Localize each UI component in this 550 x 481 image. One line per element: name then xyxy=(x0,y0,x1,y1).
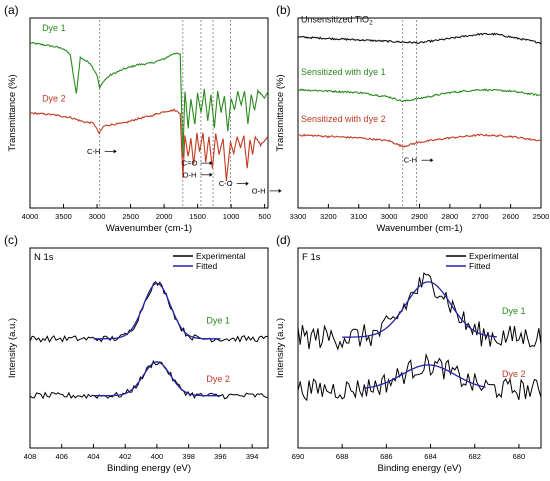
y-axis-label: Transmittance (%) xyxy=(275,74,286,151)
x-tick-label: 688 xyxy=(336,452,349,461)
experimental-line xyxy=(297,352,542,402)
peak-label: Dye 1 xyxy=(502,306,526,316)
x-tick-label: 690 xyxy=(292,452,305,461)
series-line xyxy=(29,41,269,157)
experimental-line xyxy=(297,272,542,351)
series-line xyxy=(297,32,542,45)
legend-label: Fitted xyxy=(196,261,218,271)
annotation-arrowhead xyxy=(209,172,213,177)
y-axis-label: Transmittance (%) xyxy=(7,74,18,151)
panel-label: (d) xyxy=(276,233,291,247)
panel-1: (a) 4000 3500 3000 2500 2000 1500 1000 500 Wavenu… xyxy=(4,3,282,234)
series-label: Sensitized with dye 1 xyxy=(301,67,386,77)
series-label: Sensitized with dye 2 xyxy=(301,114,386,124)
panel-title: F 1s xyxy=(302,252,321,263)
x-tick-label: 2700 xyxy=(472,212,489,221)
x-tick-label: 2600 xyxy=(502,212,519,221)
peak-label: Dye 1 xyxy=(206,315,230,325)
x-axis-label: Wavenumber (cm-1) xyxy=(376,223,462,234)
series-line xyxy=(29,108,269,181)
x-tick-label: 1500 xyxy=(189,212,206,221)
fitted-line xyxy=(93,361,221,397)
x-tick-label: 3000 xyxy=(381,212,398,221)
series-label: Dye 1 xyxy=(42,23,66,33)
x-tick-label: 3300 xyxy=(290,212,307,221)
plot-frame xyxy=(29,247,269,449)
band-annotation: O-H xyxy=(252,186,266,195)
x-tick-label: 2500 xyxy=(122,212,139,221)
x-tick-label: 686 xyxy=(380,452,393,461)
x-tick-label: 2800 xyxy=(442,212,459,221)
experimental-line xyxy=(29,280,269,343)
legend-label: Fitted xyxy=(469,261,491,271)
series-line xyxy=(297,88,542,103)
y-axis-label: Intensity (a.u.) xyxy=(275,318,286,378)
series-line xyxy=(297,133,542,148)
x-tick-label: 2900 xyxy=(411,212,428,221)
band-annotation: C=O xyxy=(182,159,198,168)
legend-label: Experimental xyxy=(469,251,519,261)
x-tick-label: 500 xyxy=(258,212,271,221)
x-axis-label: Binding energy (eV) xyxy=(378,463,462,474)
peak-label: Dye 2 xyxy=(206,374,230,384)
panel-label: (c) xyxy=(4,233,18,247)
x-tick-label: 2500 xyxy=(533,212,550,221)
fitted-line xyxy=(93,282,221,340)
annotation-arrowhead xyxy=(430,158,434,163)
x-tick-label: 3500 xyxy=(55,212,72,221)
annotation-arrowhead xyxy=(113,149,117,154)
band-annotation: C-H xyxy=(404,156,417,165)
x-tick-label: 394 xyxy=(246,452,259,461)
band-annotation: C-H xyxy=(87,147,100,156)
x-axis-label: Wavenumber (cm-1) xyxy=(106,223,192,234)
x-tick-label: 1000 xyxy=(223,212,240,221)
annotation-arrowhead xyxy=(245,181,249,186)
plot-frame xyxy=(297,247,542,449)
panel-label: (b) xyxy=(276,3,291,17)
series-label-subscript: 2 xyxy=(369,19,373,26)
annotation-arrowhead xyxy=(209,161,213,166)
band-annotation: O-H xyxy=(183,170,197,179)
legend-label: Experimental xyxy=(196,251,246,261)
x-tick-label: 398 xyxy=(182,452,195,461)
fitted-line xyxy=(342,281,497,338)
x-tick-label: 684 xyxy=(424,452,437,461)
x-tick-label: 3000 xyxy=(89,212,106,221)
series-label: Dye 2 xyxy=(42,93,66,103)
peak-label: Dye 2 xyxy=(502,369,526,379)
x-tick-label: 680 xyxy=(513,452,526,461)
series-label: Unsensitized TiO2 xyxy=(301,14,373,26)
x-tick-label: 406 xyxy=(55,452,68,461)
experimental-line xyxy=(29,359,269,400)
panel-4: (d) 690 688 686 684 682 680 Binding energy (eV)… xyxy=(275,233,542,474)
x-tick-label: 400 xyxy=(151,452,164,461)
x-tick-label: 3100 xyxy=(350,212,367,221)
x-tick-label: 408 xyxy=(24,452,37,461)
band-annotation: C-O xyxy=(219,179,233,188)
x-tick-label: 396 xyxy=(214,452,227,461)
x-tick-label: 2000 xyxy=(156,212,173,221)
panel-label: (a) xyxy=(4,3,19,17)
x-tick-label: 3200 xyxy=(320,212,337,221)
x-tick-label: 404 xyxy=(87,452,100,461)
y-axis-label: Intensity (a.u.) xyxy=(7,318,18,378)
x-axis-label: Binding energy (eV) xyxy=(107,463,191,474)
panel-title: N 1s xyxy=(34,252,54,263)
annotation-arrowhead xyxy=(278,188,282,193)
x-tick-label: 4000 xyxy=(22,212,39,221)
panel-3: (c) 408 406 404 402 400 398 396 394 Binding energ… xyxy=(4,233,269,474)
fitted-line xyxy=(364,364,486,389)
panel-2: (b) 3300 3200 3100 3000 2900 2800 2700 2600 2500 W… xyxy=(275,3,549,234)
x-tick-label: 402 xyxy=(119,452,132,461)
x-tick-label: 682 xyxy=(468,452,481,461)
